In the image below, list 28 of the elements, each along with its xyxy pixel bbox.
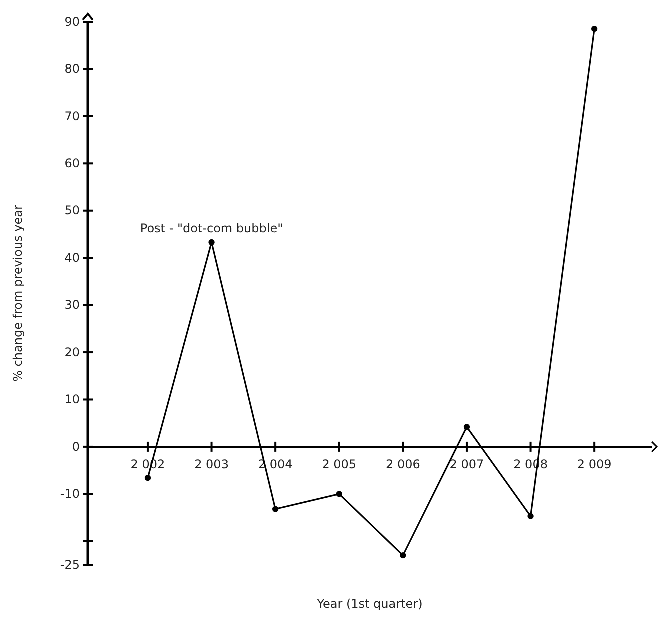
point (336, 491, 342, 498)
x-tick-label: 2 009 (577, 457, 612, 472)
y-axis-title: % change from previous year (11, 205, 25, 382)
y-tick-label: 40 (64, 250, 80, 265)
x-tick-label: 2 005 (322, 457, 357, 472)
point (591, 26, 598, 32)
x-axis-title: Year (1st quarter) (316, 597, 423, 611)
x-tick-label: 2 006 (386, 457, 420, 472)
y-tick-label: 80 (64, 62, 80, 76)
y-tick-label: 10 (64, 392, 80, 407)
point (144, 475, 152, 482)
y-tick-label: 50 (64, 204, 80, 218)
y-tick-label: 60 (64, 156, 80, 170)
point (400, 552, 406, 559)
y-tick-label: -10 (60, 487, 80, 502)
annotation: Post - "dot-com bubble" (140, 222, 284, 236)
y-tick-label: 30 (64, 298, 80, 312)
y-tick-label: -25 (60, 558, 80, 572)
point (208, 239, 215, 246)
x-tick-label: 2 003 (194, 457, 229, 472)
y-tick-label: 70 (64, 109, 80, 124)
point (272, 506, 279, 512)
y-tick-label: 20 (64, 345, 80, 360)
point (528, 513, 534, 520)
y-tick-label: 90 (64, 14, 80, 29)
y-tick-label: 0 (72, 440, 80, 454)
x-tick-label: 2 007 (450, 457, 484, 472)
point (464, 424, 470, 430)
